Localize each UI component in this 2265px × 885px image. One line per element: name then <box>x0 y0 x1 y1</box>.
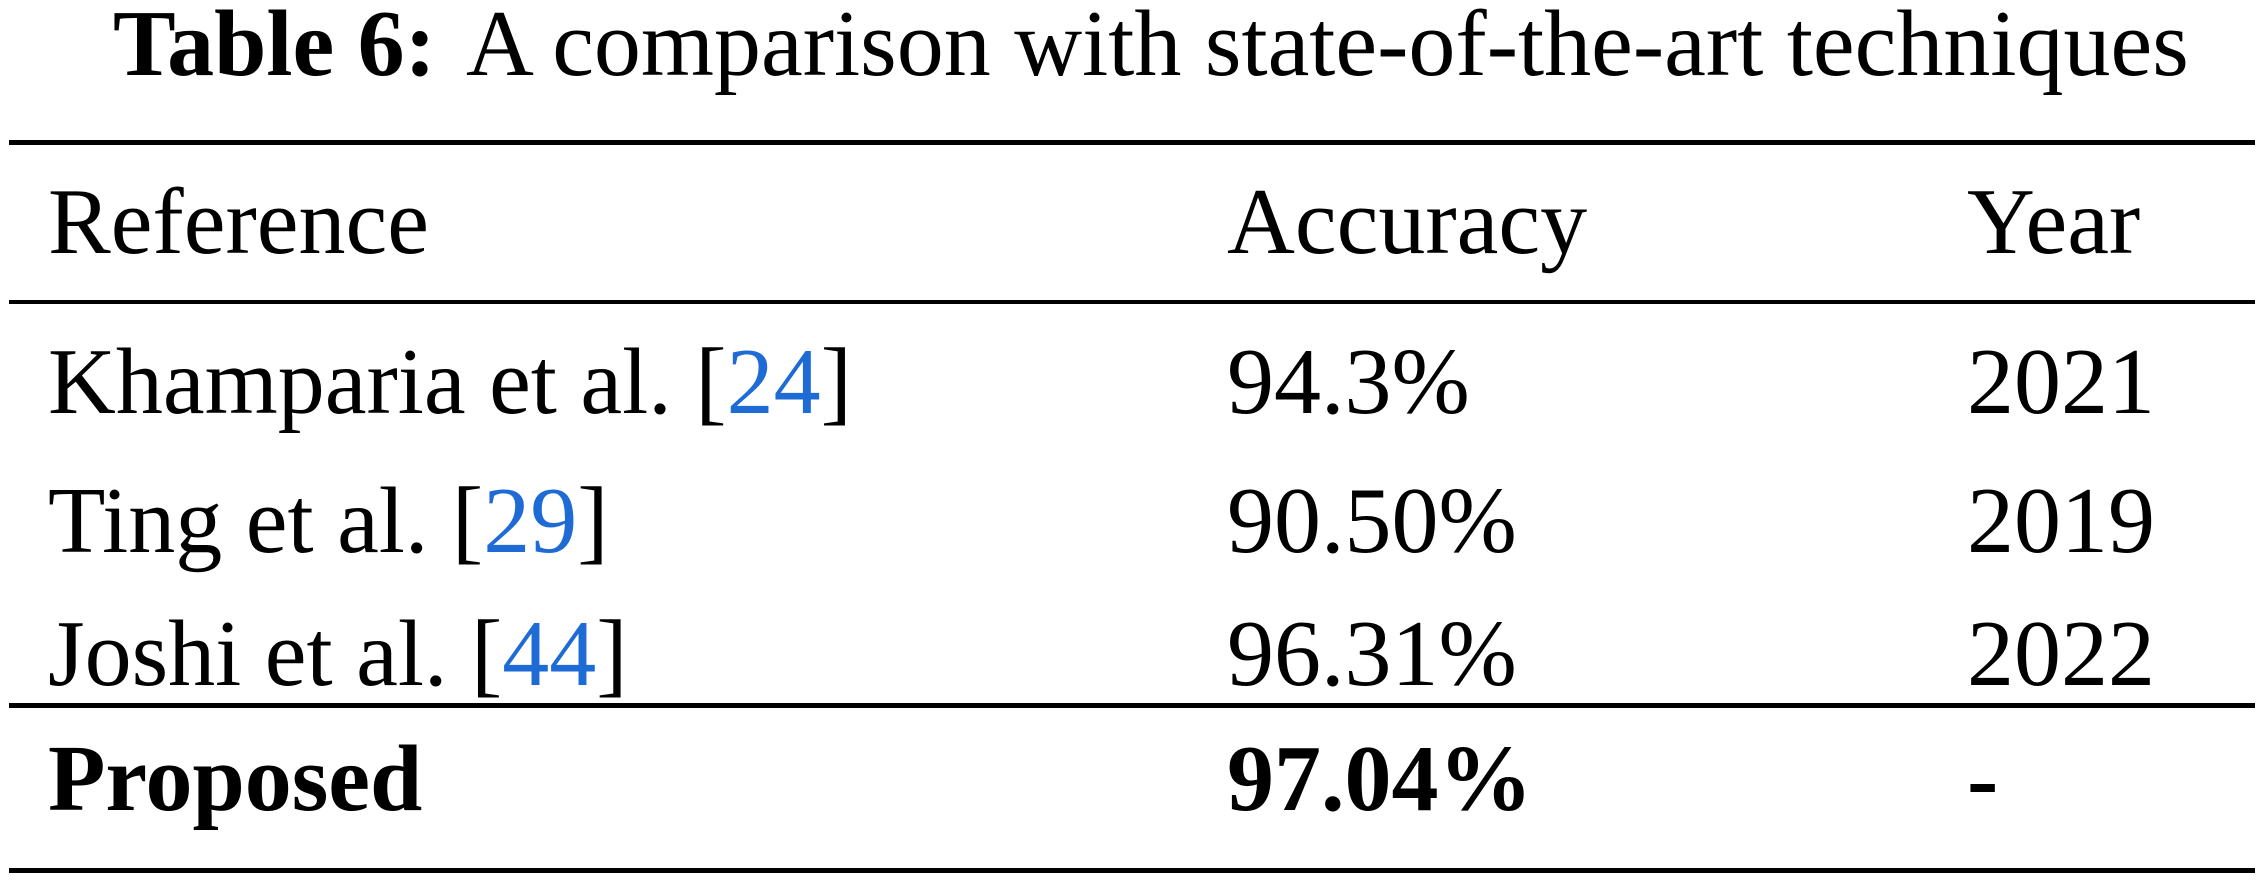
reference-cell: Joshi et al. [44] <box>48 604 628 704</box>
accuracy-cell: 90.50% <box>1227 469 1517 573</box>
reference-name: Ting et al. <box>48 469 452 573</box>
citation-link[interactable]: 24 <box>726 330 821 434</box>
table-caption: Table 6: A comparison with state-of-the-a… <box>113 0 2189 94</box>
proposed-accuracy-cell: 97.04% <box>1227 727 1533 831</box>
citation-bracket-open: [ <box>470 602 503 706</box>
citation-bracket-close: ] <box>577 469 609 573</box>
column-header-year: Year <box>1967 170 2141 274</box>
citation-bracket-open: [ <box>695 330 727 434</box>
year-cell: 2022 <box>1967 602 2155 706</box>
table-rule-below-header <box>9 300 2255 304</box>
citation-bracket-close: ] <box>820 330 852 434</box>
reference-cell: Ting et al. [29] <box>48 471 609 571</box>
table-rule-top <box>9 140 2255 145</box>
table-rule-above-footer <box>9 703 2255 708</box>
proposed-year-cell: - <box>1967 727 1999 831</box>
year-cell: 2021 <box>1967 330 2155 434</box>
table-caption-label: Table 6: <box>113 0 436 96</box>
accuracy-cell: 96.31% <box>1227 602 1517 706</box>
reference-name: Joshi et al. <box>48 602 471 706</box>
table-rule-bottom <box>9 868 2255 873</box>
citation-bracket-open: [ <box>451 469 484 573</box>
column-header-accuracy: Accuracy <box>1227 170 1588 274</box>
citation-link[interactable]: 29 <box>483 469 578 573</box>
table-caption-text: A comparison with state-of-the-art techn… <box>466 0 2189 96</box>
year-cell: 2019 <box>1967 469 2155 573</box>
citation-link[interactable]: 44 <box>502 602 597 706</box>
reference-name: Khamparia et al. <box>48 330 696 434</box>
accuracy-cell: 94.3% <box>1227 330 1470 434</box>
citation-bracket-close: ] <box>596 602 628 706</box>
proposed-cell: Proposed <box>48 727 423 831</box>
column-header-reference: Reference <box>48 170 429 274</box>
reference-cell: Khamparia et al. [24] <box>48 332 852 432</box>
